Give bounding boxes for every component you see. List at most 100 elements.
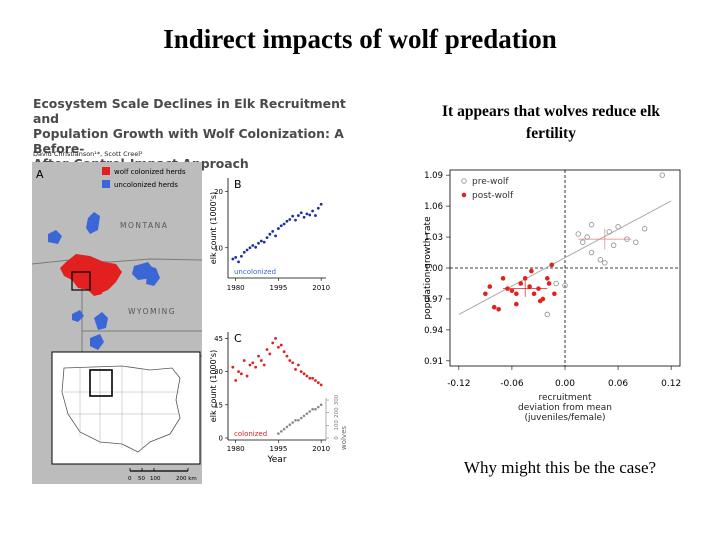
- data-point-prewolf: [562, 282, 568, 289]
- data-point-colonized: [242, 359, 246, 362]
- legend-swatch-uncolonized: [102, 180, 110, 188]
- data-point-uncolonized: [242, 250, 246, 254]
- x-tick-label-d: -0.12: [447, 379, 470, 389]
- data-point-colonized: [271, 341, 275, 345]
- data-point-uncolonized: [274, 234, 277, 238]
- uncolonized-herd: [146, 266, 160, 286]
- data-point-wolves: [285, 425, 289, 429]
- data-point-postwolf: [522, 276, 528, 281]
- data-point-uncolonized: [265, 236, 269, 239]
- data-point-wolves: [291, 421, 294, 424]
- data-point-postwolf: [505, 286, 510, 291]
- growth-vs-recruitment-chart: population growth rate -0.12 -0.06 0.00 0.0…: [423, 169, 681, 423]
- y-tick-label-d: 0.94: [424, 326, 443, 336]
- data-point-wolves: [294, 418, 297, 422]
- data-point-colonized: [274, 337, 277, 340]
- paper-authors: David Christianson¹*, Scott Creel²: [33, 150, 143, 158]
- data-point-prewolf: [553, 280, 559, 287]
- inset-us-outline: [61, 365, 181, 453]
- uncolonized-herd: [86, 212, 100, 234]
- legend-swatch-wolf: [102, 167, 110, 175]
- y-tick-label-d: 1.09: [424, 171, 443, 181]
- panel-label-b: B: [234, 178, 242, 191]
- data-point-postwolf: [500, 276, 506, 281]
- data-point-colonized: [245, 374, 249, 378]
- data-point-prewolf: [610, 242, 617, 249]
- y-tick-label-c: 30: [214, 368, 223, 376]
- data-point-uncolonized: [305, 212, 309, 216]
- y-tick-label-c: 15: [214, 401, 223, 409]
- data-point-colonized: [265, 348, 269, 351]
- data-point-wolves: [314, 407, 317, 411]
- data-point-colonized: [231, 365, 235, 369]
- scale-label: 200 km: [176, 476, 197, 482]
- y-axis-label-d: population growth rate: [423, 216, 433, 320]
- state-border-line: [31, 258, 203, 265]
- data-point-prewolf: [641, 226, 648, 232]
- data-point-prewolf: [544, 311, 551, 318]
- y-tick-label-b: 10: [214, 244, 223, 252]
- paper-title: Ecosystem Scale Declines in Elk Recruitm…: [33, 96, 363, 171]
- inset-state-lines: [64, 366, 180, 450]
- data-point-uncolonized: [262, 240, 266, 244]
- panel-label-a: A: [36, 168, 44, 181]
- data-point-prewolf: [659, 172, 666, 178]
- data-point-colonized: [268, 352, 272, 356]
- x-tick-label-c: 2010: [312, 445, 330, 453]
- data-point-uncolonized: [314, 214, 317, 217]
- data-point-uncolonized: [291, 214, 295, 218]
- data-point-wolves: [302, 414, 306, 418]
- trend-line: [458, 200, 672, 315]
- data-point-colonized: [305, 374, 309, 378]
- trendline-d: [458, 200, 672, 315]
- y-tick-label-c: 45: [214, 335, 223, 343]
- data-point-uncolonized: [248, 246, 252, 250]
- data-point-colonized: [277, 345, 280, 349]
- data-point-prewolf: [633, 239, 639, 245]
- paper-title-line: Ecosystem Scale Declines in Elk Recruitm…: [33, 96, 346, 126]
- uncolonized-herd: [90, 334, 104, 350]
- uncolonized-herd: [48, 230, 62, 244]
- ticks-b: 1980 1995 2010 10 20: [214, 188, 330, 292]
- panel-b: B elk count (1000's) 1980 1995 2010 10 20 un…: [209, 178, 330, 292]
- y-tick-label-right-c: 300: [334, 394, 340, 405]
- data-point-colonized: [314, 379, 317, 382]
- series-label-colonized: colonized: [234, 430, 267, 438]
- legend-label-uncolonized: uncolonized herds: [114, 181, 178, 189]
- legend-label-postwolf: post-wolf: [472, 191, 514, 201]
- data-point-postwolf: [514, 291, 519, 297]
- data-point-prewolf: [579, 239, 586, 245]
- data-point-uncolonized: [239, 254, 243, 258]
- scale-label: 100: [150, 476, 161, 482]
- y-tick-label-d: 1.00: [424, 264, 443, 274]
- x-tick-label-d: 0.06: [608, 379, 628, 389]
- data-point-postwolf: [536, 286, 541, 291]
- y-tick-label-right-c: 0: [334, 436, 340, 440]
- scale-label: 50: [138, 476, 145, 482]
- x-tick-label-c: 1995: [270, 445, 288, 453]
- wolf-colonized-herds: [60, 254, 122, 294]
- data-point-wolves: [317, 405, 320, 409]
- x-axis-label-c: Year: [266, 455, 286, 465]
- ticks-d: -0.12 -0.06 0.00 0.06 0.12 0.91 0.94 0.97 1.00 1.…: [424, 171, 681, 389]
- points-d: [483, 172, 666, 318]
- data-point-colonized: [251, 361, 255, 365]
- data-point-colonized: [237, 370, 240, 374]
- data-point-uncolonized: [288, 218, 292, 221]
- data-point-postwolf: [518, 281, 524, 286]
- x-axis-label-d-line3: (juveniles/female): [524, 413, 605, 423]
- data-point-uncolonized: [237, 260, 240, 264]
- data-point-uncolonized: [294, 218, 297, 222]
- ticks-c: 1980 1995 2010 0 15 30 45 0 100 200 300: [214, 335, 340, 453]
- data-point-prewolf: [584, 234, 590, 240]
- x-tick-label-b: 2010: [312, 284, 330, 292]
- data-point-wolves: [308, 410, 312, 413]
- data-point-postwolf: [514, 301, 519, 307]
- data-point-uncolonized: [296, 214, 300, 217]
- data-point-uncolonized: [285, 219, 289, 223]
- data-point-postwolf: [552, 291, 557, 297]
- y-tick-label-d: 1.06: [424, 202, 443, 212]
- data-point-prewolf: [602, 260, 608, 266]
- right-caption: It appears that wolves reduce elk fertil…: [442, 103, 660, 142]
- x-tick-label-c: 1980: [227, 445, 245, 453]
